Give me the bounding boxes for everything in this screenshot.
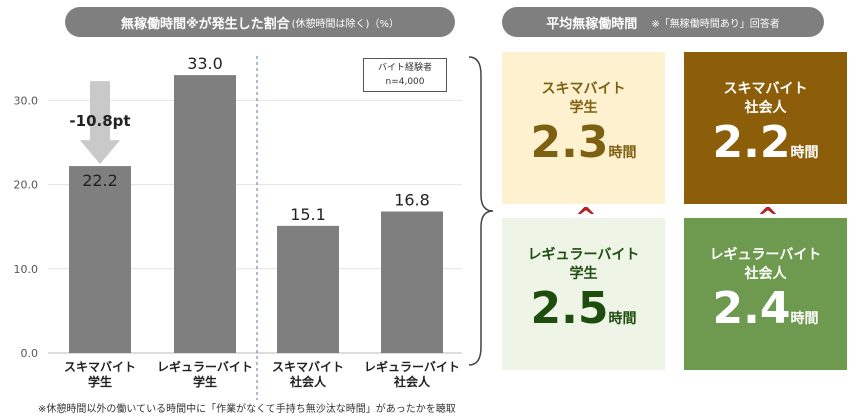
difference-label: -10.8pt <box>69 112 130 130</box>
bar <box>381 211 443 353</box>
x-category-label: 社会人 <box>289 374 327 389</box>
comparison-caret-worker: ^ <box>757 203 779 233</box>
card-unit: 時間 <box>608 145 637 161</box>
chart-header-main: 無稼働時間※が発生した割合 <box>121 16 290 32</box>
y-tick-label: 10.0 <box>14 263 39 276</box>
y-tick-label: 30.0 <box>14 94 39 107</box>
decrease-arrow <box>80 81 120 165</box>
card-unit: 時間 <box>790 145 819 161</box>
bar <box>174 75 236 353</box>
card-title: レギュラーバイト 社会人 <box>709 247 822 282</box>
bar-value-label: 16.8 <box>394 191 430 210</box>
y-tick-label: 0.0 <box>21 347 39 360</box>
bar-value-label: 33.0 <box>187 54 223 73</box>
chart-header: 無稼働時間※が発生した割合 (休憩時間は除く)（%） <box>65 7 455 37</box>
card-value: 2.5 <box>530 283 609 334</box>
average-header-sub: ※「無稼働時間あり」回答者 <box>651 18 780 30</box>
x-category-label: レギュラーバイト <box>364 359 460 374</box>
average-header-main: 平均無稼働時間 <box>546 16 638 32</box>
sample-note-line2: n=4,000 <box>385 77 425 87</box>
average-header: 平均無稼働時間 ※「無稼働時間あり」回答者 <box>502 7 824 37</box>
footnote: ※休憩時間以外の働いている時間中に「作業がなくて手持ち無沙汰な時間」があったかを… <box>38 404 456 415</box>
card-value: 2.4 <box>712 283 791 334</box>
card-sukima-student: スキマバイト 学生 2.3時間 <box>502 52 665 204</box>
card-title: スキマバイト 学生 <box>541 81 626 116</box>
x-category-label: レギュラーバイト <box>157 359 253 374</box>
card-regular-student: レギュラーバイト 学生 2.5時間 <box>502 218 665 370</box>
card-value: 2.3 <box>530 117 609 168</box>
x-category-label: 学生 <box>88 374 112 389</box>
x-category-label: 社会人 <box>393 374 431 389</box>
bar <box>277 225 339 353</box>
x-category-label: 学生 <box>193 374 217 389</box>
y-tick-label: 20.0 <box>14 179 39 192</box>
x-category-label: スキマバイト <box>272 360 344 374</box>
card-unit: 時間 <box>608 311 637 327</box>
brace <box>468 56 494 366</box>
sample-note-line1: バイト経験者 <box>377 63 432 73</box>
card-title: レギュラーバイト 学生 <box>527 247 640 282</box>
comparison-caret-student: ^ <box>575 203 597 233</box>
bar-chart: 0.010.020.030.022.2スキマバイト学生33.0レギュラーバイト学… <box>14 54 462 400</box>
card-unit: 時間 <box>790 311 819 327</box>
card-sukima-worker: スキマバイト 社会人 2.2時間 <box>684 52 847 204</box>
sample-note: バイト経験者 n=4,000 <box>363 58 447 92</box>
card-title: スキマバイト 社会人 <box>723 81 808 116</box>
bar <box>69 166 131 353</box>
bar-value-label: 15.1 <box>290 205 326 224</box>
bar-value-label: 22.2 <box>82 171 118 190</box>
card-regular-worker: レギュラーバイト 社会人 2.4時間 <box>684 218 847 370</box>
chart-header-sub: (休憩時間は除く)（%） <box>291 18 399 30</box>
x-category-label: スキマバイト <box>64 360 136 374</box>
card-value: 2.2 <box>712 117 791 168</box>
